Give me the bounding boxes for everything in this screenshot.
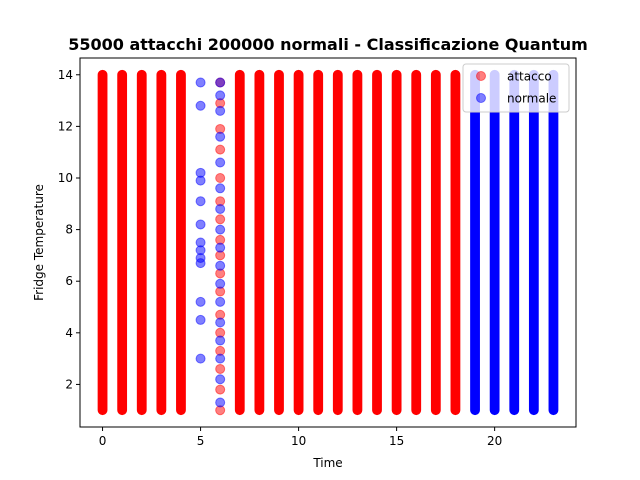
data-point [215, 224, 226, 235]
point-column [528, 69, 539, 416]
point-column [313, 69, 324, 416]
data-point [215, 105, 226, 116]
data-point [215, 260, 226, 271]
data-point [215, 296, 226, 307]
data-point [215, 242, 226, 253]
data-point [215, 214, 226, 225]
data-point [215, 397, 226, 408]
x-tick-label: 15 [389, 434, 404, 448]
data-point [215, 157, 226, 168]
data-point [195, 296, 206, 307]
point-column [332, 69, 343, 416]
y-tick-label: 8 [65, 223, 73, 237]
y-axis-ticks: 2 4 6 8 10 12 14 [58, 68, 80, 391]
legend-marker-attacco [476, 71, 486, 81]
point-column [391, 69, 402, 416]
point-column [489, 69, 500, 416]
point-column [411, 69, 422, 416]
data-point [215, 131, 226, 142]
plot-frame [79, 57, 577, 428]
data-point [195, 175, 206, 186]
x-tick-label: 5 [197, 434, 205, 448]
point-column [509, 69, 520, 416]
x-tick-label: 0 [99, 434, 107, 448]
data-point [215, 384, 226, 395]
point-column [156, 69, 167, 416]
data-point [215, 353, 226, 364]
legend-frame [462, 63, 570, 113]
data-point [195, 100, 206, 111]
point-column [352, 69, 363, 416]
legend-label-normale: normale [507, 92, 556, 106]
y-tick-label: 10 [58, 171, 73, 185]
point-column [136, 69, 147, 416]
y-tick-label: 12 [58, 119, 73, 133]
point-column [372, 69, 382, 416]
legend-marker-normale [476, 93, 486, 103]
y-tick-label: 2 [65, 377, 73, 391]
point-column [117, 69, 128, 416]
data-point [215, 374, 226, 385]
point-column [274, 69, 284, 416]
point-column [176, 69, 186, 416]
data-point [195, 314, 206, 325]
point-column [470, 69, 480, 416]
x-tick-label: 10 [291, 434, 306, 448]
point-column [548, 69, 559, 416]
data-point [215, 172, 226, 183]
data-point [215, 144, 226, 155]
data-point [215, 317, 226, 328]
point-column [450, 69, 461, 416]
legend: attacco normale [462, 63, 570, 113]
data-point [215, 183, 226, 194]
point-column [430, 69, 441, 416]
y-tick-label: 4 [65, 326, 73, 340]
y-tick-label: 6 [65, 274, 73, 288]
data-point [215, 90, 226, 101]
y-axis-label: Fridge Temperature [32, 184, 46, 301]
point-column [234, 69, 245, 416]
data-point [215, 278, 226, 289]
point-column [254, 69, 265, 416]
point-column [97, 69, 108, 416]
chart-title: 55000 attacchi 200000 normali - Classifi… [68, 35, 588, 54]
point-column [293, 69, 304, 416]
x-tick-label: 20 [487, 434, 502, 448]
series-attacco [97, 69, 461, 416]
data-point [215, 203, 226, 214]
data-point [195, 196, 206, 207]
y-tick-label: 14 [58, 68, 73, 82]
x-axis-ticks: 0 5 10 15 20 [99, 427, 502, 448]
data-point [195, 258, 206, 269]
data-point [195, 353, 206, 364]
data-point [195, 77, 206, 88]
data-point [215, 363, 226, 374]
data-point [195, 219, 206, 230]
x-axis-label: Time [312, 456, 342, 470]
data-point [215, 335, 226, 346]
legend-label-attacco: attacco [507, 70, 552, 84]
data-point [215, 77, 226, 88]
